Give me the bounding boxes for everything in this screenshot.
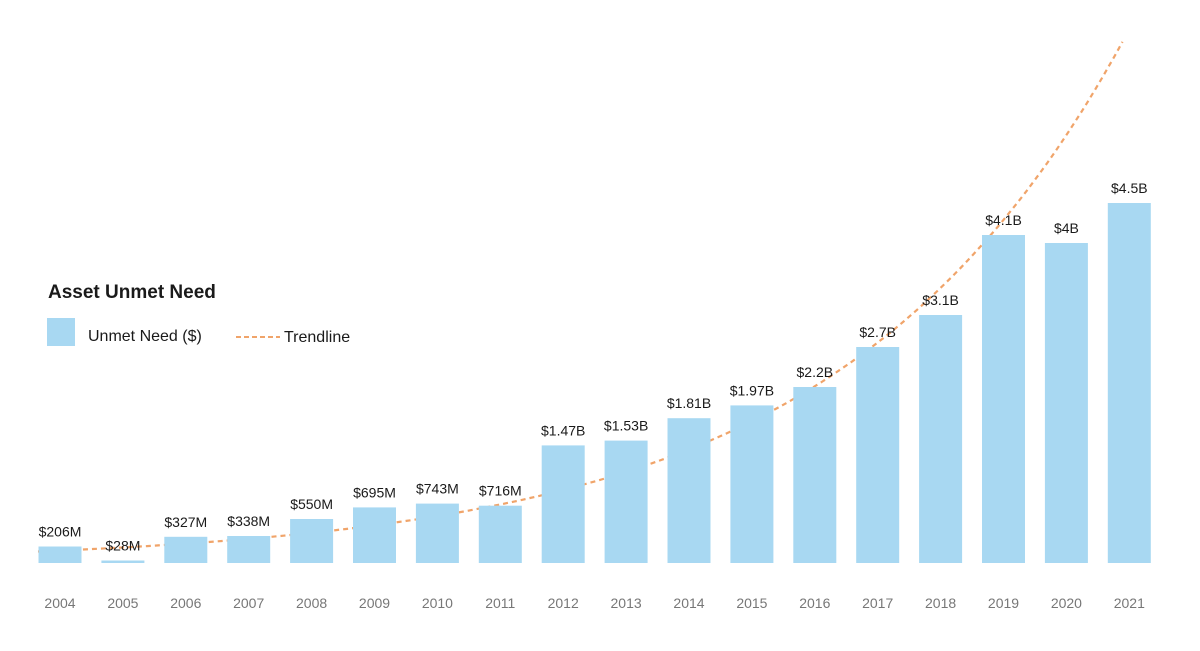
bar-2014 xyxy=(667,418,711,563)
x-tick-2009: 2009 xyxy=(359,595,390,611)
x-tick-2007: 2007 xyxy=(233,595,264,611)
value-label-2021: $4.5B xyxy=(1111,180,1148,196)
value-label-2014: $1.81B xyxy=(667,395,711,411)
x-tick-2011: 2011 xyxy=(485,595,515,611)
value-label-2009: $695M xyxy=(353,484,396,500)
value-label-2016: $2.2B xyxy=(797,364,834,380)
x-tick-2008: 2008 xyxy=(296,595,327,611)
value-label-2008: $550M xyxy=(290,496,333,512)
bar-layer xyxy=(38,203,1151,563)
x-tick-2017: 2017 xyxy=(862,595,893,611)
x-tick-2004: 2004 xyxy=(44,595,75,611)
trendline-layer xyxy=(37,41,1124,553)
value-label-2010: $743M xyxy=(416,481,459,497)
bar-2006 xyxy=(164,536,208,563)
bar-2016 xyxy=(793,387,837,563)
x-tick-2021: 2021 xyxy=(1114,595,1145,611)
legend-label-trendline: Trendline xyxy=(284,329,350,346)
bar-2010 xyxy=(415,503,459,563)
x-tick-2016: 2016 xyxy=(799,595,830,611)
bar-2018 xyxy=(919,315,963,563)
bar-2021 xyxy=(1107,203,1151,563)
trendline xyxy=(37,41,1124,553)
bar-2012 xyxy=(541,445,585,563)
value-label-2017: $2.7B xyxy=(859,324,896,340)
legend: Asset Unmet Need Unmet Need ($) Trendlin… xyxy=(47,282,350,346)
bar-2019 xyxy=(982,235,1025,563)
legend-title: Asset Unmet Need xyxy=(48,282,216,303)
value-label-2005: $28M xyxy=(105,538,140,554)
x-axis-ticks: 2004 2005 2006 2007 2008 2009 2010 2011 2012 2013… xyxy=(44,595,1145,611)
bar-2005 xyxy=(101,560,145,563)
x-tick-2005: 2005 xyxy=(107,595,138,611)
bar-2008 xyxy=(290,519,334,563)
value-label-2015: $1.97B xyxy=(730,382,774,398)
value-label-2012: $1.47B xyxy=(541,422,585,438)
bar-2017 xyxy=(856,347,900,563)
x-tick-2019: 2019 xyxy=(988,595,1019,611)
x-tick-2006: 2006 xyxy=(170,595,201,611)
value-label-2007: $338M xyxy=(227,513,270,529)
bar-2011 xyxy=(478,505,522,563)
value-label-2019: $4.1B xyxy=(985,212,1022,228)
bar-2013 xyxy=(604,440,648,563)
bar-2004 xyxy=(38,546,82,563)
legend-label-unmet-need: Unmet Need ($) xyxy=(88,328,202,345)
legend-swatch-unmet-need xyxy=(47,318,75,346)
bar-2007 xyxy=(227,536,271,563)
value-label-2006: $327M xyxy=(164,514,207,530)
bar-2009 xyxy=(353,507,396,563)
value-label-2018: $3.1B xyxy=(922,292,959,308)
x-tick-2020: 2020 xyxy=(1051,595,1082,611)
x-tick-2014: 2014 xyxy=(673,595,704,611)
x-tick-2010: 2010 xyxy=(422,595,453,611)
value-label-2020: $4B xyxy=(1054,220,1079,236)
x-tick-2015: 2015 xyxy=(736,595,767,611)
x-tick-2013: 2013 xyxy=(611,595,642,611)
x-tick-2018: 2018 xyxy=(925,595,956,611)
value-label-2004: $206M xyxy=(39,524,82,540)
value-label-2011: $716M xyxy=(479,483,522,499)
value-label-2013: $1.53B xyxy=(604,418,648,434)
bar-2015 xyxy=(730,405,774,563)
bar-2020 xyxy=(1044,243,1088,563)
x-tick-2012: 2012 xyxy=(548,595,579,611)
value-label-layer: $206M $28M $327M $338M $550M $695M $743M $716M $… xyxy=(39,180,1148,554)
